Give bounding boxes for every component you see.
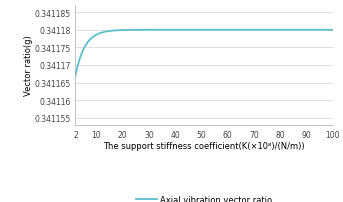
Axial vibration vector ratio	[331, 29, 335, 32]
Axial vibration vector ratio	[100, 32, 104, 35]
X-axis label: The support stiffness coefficient(K(×10⁸)/(N/m)): The support stiffness coefficient(K(×10⁸…	[103, 142, 305, 151]
Axial vibration vector ratio	[326, 29, 330, 32]
Y-axis label: Vector ratio(g): Vector ratio(g)	[24, 35, 33, 96]
Axial vibration vector ratio	[73, 75, 78, 77]
Axial vibration vector ratio	[279, 29, 283, 32]
Axial vibration vector ratio	[250, 29, 254, 32]
Axial vibration vector ratio	[274, 29, 278, 32]
Line: Axial vibration vector ratio: Axial vibration vector ratio	[75, 31, 333, 76]
Axial vibration vector ratio	[187, 29, 191, 32]
Legend: Axial vibration vector ratio: Axial vibration vector ratio	[133, 191, 275, 202]
Axial vibration vector ratio	[177, 29, 181, 32]
